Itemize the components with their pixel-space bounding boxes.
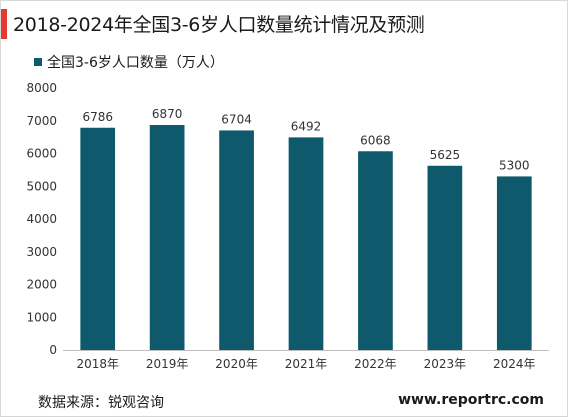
bar — [219, 130, 254, 350]
source-note: 数据来源：锐观咨询 — [38, 395, 164, 411]
bar — [427, 165, 463, 350]
y-tick-label: 1000 — [26, 310, 57, 324]
x-tick-label: 2018年 — [76, 357, 119, 371]
y-tick-label: 2000 — [26, 278, 57, 292]
data-label: 6704 — [221, 112, 252, 126]
y-tick-label: 8000 — [26, 81, 57, 95]
legend-label: 全国3-6岁人口数量（万人） — [47, 55, 224, 71]
legend-swatch — [34, 58, 42, 66]
x-tick-label: 2019年 — [146, 357, 189, 371]
data-label: 6068 — [360, 133, 391, 147]
data-label: 6870 — [152, 107, 183, 121]
x-tick-label: 2021年 — [285, 357, 328, 371]
bar — [496, 176, 532, 350]
x-tick-label: 2023年 — [424, 357, 467, 371]
x-tick-label: 2024年 — [493, 357, 536, 371]
title-accent-bar — [1, 9, 7, 39]
bar — [358, 151, 393, 350]
y-tick-label: 0 — [49, 343, 57, 357]
x-tick-label: 2020年 — [215, 357, 258, 371]
y-tick-label: 6000 — [26, 147, 57, 161]
y-tick-label: 4000 — [26, 212, 57, 226]
legend: 全国3-6岁人口数量（万人） — [34, 52, 224, 72]
y-tick-label: 5000 — [26, 179, 57, 193]
data-label: 5625 — [430, 148, 461, 162]
y-tick-label: 3000 — [26, 245, 57, 259]
bar — [80, 127, 116, 350]
data-label: 6492 — [291, 119, 322, 133]
x-tick-label: 2022年 — [354, 357, 397, 371]
chart-title: 2018-2024年全国3-6岁人口数量统计情况及预测 — [13, 14, 425, 36]
website-url: www.reportrc.com — [398, 392, 544, 408]
bar — [149, 125, 185, 350]
bar — [288, 137, 324, 350]
y-tick-label: 7000 — [26, 114, 57, 128]
data-label: 5300 — [499, 158, 530, 172]
data-label: 6786 — [82, 110, 113, 124]
